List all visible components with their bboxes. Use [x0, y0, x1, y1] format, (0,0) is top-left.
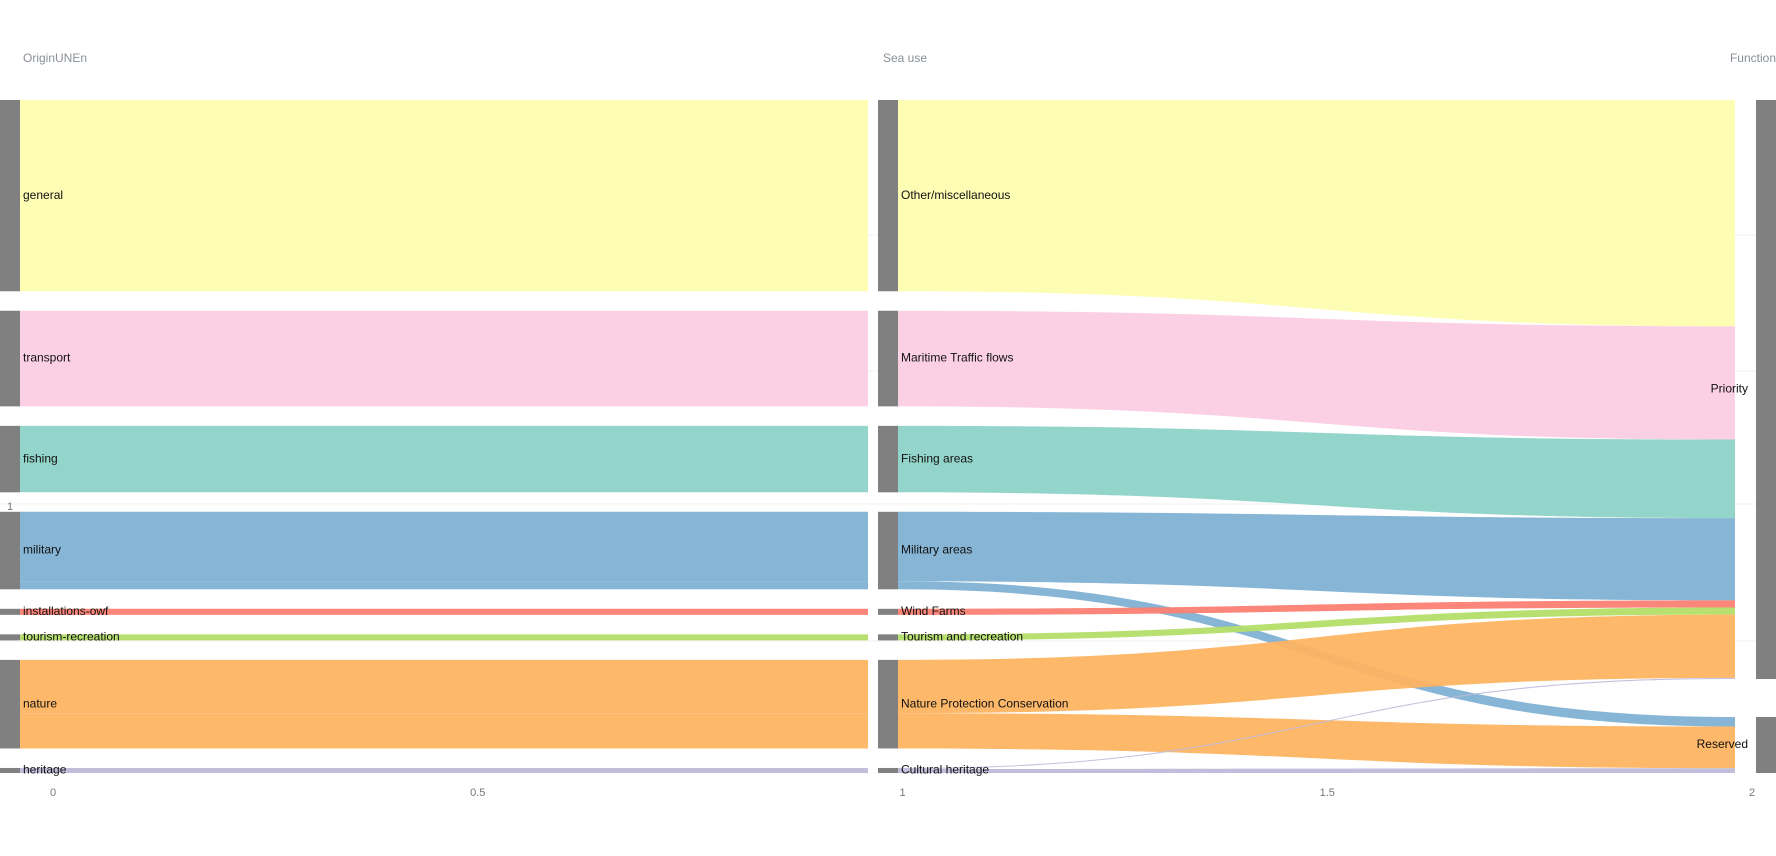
node-other-miscellaneous: [878, 100, 898, 292]
link-military-to-military-areas-3: [20, 511, 868, 582]
link-military-areas-to-priority-3: [898, 511, 1735, 601]
link-nature-to-nature-protection-conservation-8: [20, 713, 868, 749]
axis-title-function: Function: [1730, 51, 1776, 65]
link-cultural-heritage-to-reserved-10: [898, 768, 1735, 773]
node-label-military-areas: Military areas: [901, 543, 972, 557]
node-label-heritage: heritage: [23, 763, 67, 777]
node-heritage: [0, 767, 20, 773]
node-military: [0, 511, 20, 590]
link-tourism-recreation-to-tourism-and-recreation-6: [20, 634, 868, 641]
node-reserved: [1756, 717, 1776, 773]
x-tick-label: 1.5: [1320, 787, 1335, 799]
node-label-nature: nature: [23, 696, 57, 710]
node-label-reserved: Reserved: [1697, 737, 1748, 751]
node-label-general: general: [23, 188, 63, 202]
node-label-transport: transport: [23, 351, 71, 365]
link-nature-to-nature-protection-conservation-7: [20, 659, 868, 714]
axis-title-sea-use: Sea use: [883, 51, 927, 65]
node-transport: [0, 310, 20, 407]
link-layer: [20, 100, 1735, 773]
node-label-fishing: fishing: [23, 451, 58, 465]
node-label-wind-farms: Wind Farms: [901, 604, 966, 618]
node-tourism-recreation: [0, 634, 20, 641]
link-wind-farms-to-priority-5: [898, 600, 1735, 615]
node-installations-owf: [0, 608, 20, 615]
link-installations-owf-to-wind-farms-5: [20, 608, 868, 615]
link-other-miscellaneous-to-priority-0: [898, 100, 1735, 327]
node-fishing: [0, 425, 20, 493]
x-tick-label: 0: [50, 787, 56, 799]
node-label-cultural-heritage: Cultural heritage: [901, 763, 989, 777]
node-label-priority: Priority: [1711, 382, 1748, 396]
link-heritage-to-cultural-heritage-9: [20, 767, 868, 770]
link-cultural-heritage-to-priority-9: [898, 677, 1735, 769]
link-fishing-areas-to-priority-2: [898, 425, 1735, 519]
link-fishing-to-fishing-areas-2: [20, 425, 868, 493]
label-layer: general transport fishing military installat…: [23, 188, 1748, 777]
x-tick-label: 2: [1749, 787, 1755, 799]
link-military-to-military-areas-4: [20, 581, 868, 590]
node-nature: [0, 659, 20, 749]
axis-title-origin: OriginUNEn: [23, 51, 87, 65]
link-tourism-and-recreation-to-priority-6: [898, 607, 1735, 641]
link-transport-to-maritime-traffic-flows-1: [20, 310, 868, 407]
node-label-fishing-areas: Fishing areas: [901, 451, 973, 465]
link-maritime-traffic-flows-to-priority-1: [898, 310, 1735, 440]
link-heritage-to-cultural-heritage-10: [20, 768, 868, 773]
node-label-tourism-and-recreation: Tourism and recreation: [901, 630, 1023, 644]
link-nature-protection-conservation-to-reserved-8: [898, 713, 1735, 769]
x-tick-label: 0.5: [470, 787, 485, 799]
node-cultural-heritage: [878, 767, 898, 773]
node-label-other-miscellaneous: Other/miscellaneous: [901, 188, 1010, 202]
node-label-installations-owf: installations-owf: [23, 604, 109, 618]
node-priority: [1756, 100, 1776, 680]
node-maritime-traffic-flows: [878, 310, 898, 407]
node-general: [0, 100, 20, 292]
node-military-areas: [878, 511, 898, 590]
node-nature-protection-conservation: [878, 659, 898, 749]
node-layer: [0, 100, 1776, 773]
link-nature-protection-conservation-to-priority-7: [898, 614, 1735, 714]
node-tourism-and-recreation: [878, 634, 898, 641]
x-tick-label: 1: [899, 787, 905, 799]
link-general-to-other-miscellaneous-0: [20, 100, 868, 292]
node-label-military: military: [23, 543, 61, 557]
node-label-nature-protection-conservation: Nature Protection Conservation: [901, 696, 1068, 710]
y-tick-label: 1: [7, 501, 13, 513]
node-wind-farms: [878, 608, 898, 615]
node-label-maritime-traffic-flows: Maritime Traffic flows: [901, 351, 1013, 365]
node-label-tourism-recreation: tourism-recreation: [23, 630, 120, 644]
axis-layer: OriginUNEn Sea use Function 0 0.5 1 1.5 2 1: [7, 51, 1776, 799]
node-fishing-areas: [878, 425, 898, 493]
